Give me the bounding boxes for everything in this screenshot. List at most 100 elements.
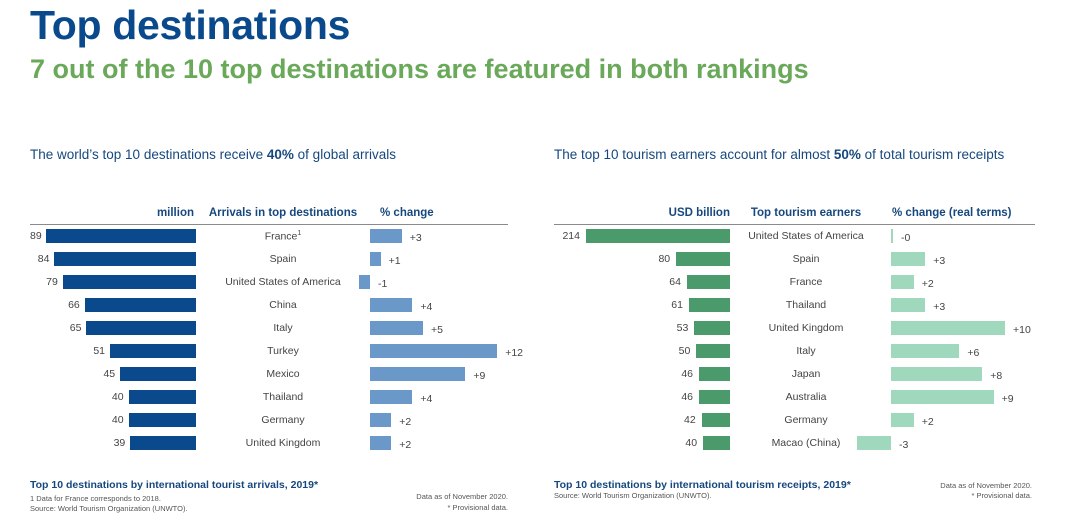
receipts-value-bar [694, 321, 730, 335]
arrivals-value-label: 40 [111, 414, 124, 426]
arrivals-footnote-marker: 1 [297, 230, 302, 237]
arrivals-change-bar [359, 275, 370, 289]
receipts-chart: USD billion Top tourism earners % change… [554, 207, 1044, 457]
receipts-value-bar [586, 229, 730, 243]
arrivals-caption-bold: 40% [266, 147, 294, 162]
arrivals-change-label: -1 [378, 278, 388, 290]
arrivals-change-label: +3 [409, 232, 422, 244]
receipts-change-label: +6 [967, 347, 980, 359]
arrivals-note-2: Source: World Tourism Organization (UNWT… [30, 504, 188, 513]
arrivals-value-label: 45 [103, 368, 116, 380]
receipts-change-bar [891, 252, 926, 266]
receipts-value-bar [701, 413, 730, 427]
arrivals-header-name: Arrivals in top destinations [208, 207, 358, 219]
receipts-footer: Top 10 destinations by international tou… [554, 479, 851, 491]
arrivals-change-bar [370, 367, 466, 381]
receipts-change-label: +2 [921, 278, 934, 290]
receipts-change-label: +2 [921, 416, 934, 428]
receipts-country-label: Spain [792, 253, 820, 265]
receipts-value-label: 40 [685, 437, 698, 449]
arrivals-row: 40 Thailand +4 [30, 388, 510, 411]
receipts-country-label: Japan [791, 368, 821, 380]
page-title: Top destinations [30, 2, 351, 48]
arrivals-country-label: Germany [261, 414, 305, 426]
receipts-country-label: United States of America [748, 230, 864, 242]
arrivals-change-bar [370, 436, 392, 450]
receipts-row: 53 United Kingdom +10 [554, 319, 1034, 342]
receipts-country-label: United Kingdom [768, 322, 844, 334]
receipts-value-bar [703, 436, 730, 450]
arrivals-value-bar [86, 321, 196, 335]
arrivals-value-bar [46, 229, 196, 243]
arrivals-caption: The world’s top 10 destinations receive … [30, 146, 500, 164]
receipts-header-value: USD billion [668, 207, 730, 219]
arrivals-value-bar [130, 436, 196, 450]
page-subtitle: 7 out of the 10 top destinations are fea… [30, 54, 809, 84]
arrivals-row: 84 Spain +1 [30, 250, 510, 273]
arrivals-row: 89 France1 +3 [30, 227, 510, 250]
receipts-header-change: % change (real terms) [892, 207, 1012, 219]
receipts-header-rule [554, 224, 1035, 225]
receipts-change-bar [891, 413, 914, 427]
receipts-change-label: +9 [1001, 393, 1014, 405]
receipts-caption-pre: The top 10 tourism earners account for a… [554, 147, 834, 162]
arrivals-change-label: +1 [388, 255, 401, 267]
receipts-note-right-2: * Provisional data. [971, 491, 1032, 500]
arrivals-row: 40 Germany +2 [30, 411, 510, 434]
receipts-change-bar [856, 436, 891, 450]
receipts-change-bar [891, 367, 983, 381]
arrivals-row: 65 Italy +5 [30, 319, 510, 342]
arrivals-note-right-1: Data as of November 2020. [416, 492, 508, 501]
receipts-row: 42 Germany +2 [554, 411, 1034, 434]
arrivals-change-label: +12 [505, 347, 523, 359]
arrivals-country-label: United States of America [225, 276, 341, 288]
arrivals-change-bar [370, 252, 381, 266]
receipts-value-bar [696, 344, 730, 358]
arrivals-caption-post: of global arrivals [293, 147, 396, 162]
arrivals-caption-pre: The world’s top 10 destinations receive [30, 147, 267, 162]
arrivals-note-right-2: * Provisional data. [447, 503, 508, 512]
receipts-row: 61 Thailand +3 [554, 296, 1034, 319]
receipts-note-1: Source: World Tourism Organization (UNWT… [554, 491, 712, 500]
arrivals-value-label: 40 [111, 391, 124, 403]
arrivals-value-bar [62, 275, 196, 289]
arrivals-country-label: France1 [264, 230, 302, 243]
receipts-country-label: Macao (China) [771, 437, 841, 449]
receipts-value-label: 46 [681, 368, 694, 380]
arrivals-value-bar [128, 390, 196, 404]
receipts-row: 80 Spain +3 [554, 250, 1034, 273]
receipts-row: 64 France +2 [554, 273, 1034, 296]
arrivals-change-bar [370, 321, 423, 335]
arrivals-row: 39 United Kingdom +2 [30, 434, 510, 457]
receipts-caption: The top 10 tourism earners account for a… [554, 146, 1024, 164]
arrivals-chart: million Arrivals in top destinations % c… [30, 207, 523, 457]
receipts-caption-bold: 50% [833, 147, 861, 162]
receipts-country-label: Germany [784, 414, 828, 426]
arrivals-change-label: +5 [431, 324, 443, 336]
arrivals-note-1: 1 Data for France corresponds to 2018. [30, 494, 161, 503]
arrivals-change-bar [370, 229, 402, 243]
arrivals-row: 79 United States of America -1 [30, 273, 510, 296]
receipts-value-label: 80 [658, 253, 671, 265]
receipts-country-label: France [789, 276, 823, 288]
arrivals-value-bar [54, 252, 196, 266]
receipts-value-bar [676, 252, 730, 266]
arrivals-value-label: 66 [68, 299, 80, 311]
arrivals-value-label: 89 [30, 230, 42, 242]
receipts-value-label: 61 [671, 299, 683, 311]
arrivals-value-label: 51 [93, 345, 106, 357]
arrivals-value-bar [120, 367, 196, 381]
receipts-row: 40 Macao (China) -3 [554, 434, 1034, 457]
arrivals-row: 45 Mexico +9 [30, 365, 510, 388]
arrivals-value-label: 79 [46, 276, 58, 288]
receipts-value-bar [699, 367, 730, 381]
receipts-value-label: 64 [669, 276, 681, 288]
arrivals-country-label: China [269, 299, 297, 311]
receipts-change-bar [891, 298, 926, 312]
arrivals-change-bar [370, 413, 392, 427]
arrivals-change-bar [370, 298, 413, 312]
receipts-change-bar [891, 344, 960, 358]
receipts-value-label: 50 [678, 345, 691, 357]
arrivals-country-label: Turkey [267, 345, 299, 357]
receipts-row: 214 United States of America -0 [554, 227, 1034, 250]
